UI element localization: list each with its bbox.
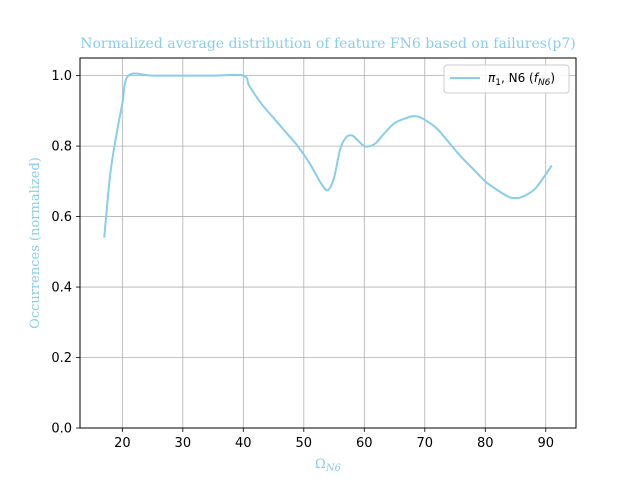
y-axis-ticks: 0.0 0.2 0.4 0.6 0.8 1.0 xyxy=(51,69,80,437)
legend-mid: , N6 ( xyxy=(501,71,534,85)
x-axis-label-main: Ω xyxy=(315,457,326,472)
y-axis-label: Occurrences (normalized) xyxy=(28,157,43,329)
legend: π1, N6 (fN6) xyxy=(443,64,570,94)
x-axis-label-sub: N6 xyxy=(325,463,342,474)
x-tick-label: 30 xyxy=(175,436,192,451)
y-tick-label: 1.0 xyxy=(51,69,72,84)
y-tick-label: 0.4 xyxy=(51,281,72,296)
chart-title: Normalized average distribution of featu… xyxy=(80,36,576,52)
legend-end: ) xyxy=(550,71,555,85)
y-tick-label: 0.8 xyxy=(51,140,72,155)
x-axis-ticks: 20 30 40 50 60 70 80 90 xyxy=(114,428,554,451)
x-tick-label: 80 xyxy=(477,436,494,451)
x-tick-label: 60 xyxy=(356,436,373,451)
x-tick-label: 70 xyxy=(417,436,434,451)
legend-pi: π xyxy=(488,71,496,85)
x-tick-label: 20 xyxy=(114,436,131,451)
plot-frame xyxy=(79,57,577,429)
legend-f: f xyxy=(534,71,540,85)
legend-box xyxy=(443,64,570,94)
x-tick-label: 90 xyxy=(537,436,554,451)
series-layer xyxy=(103,72,553,238)
y-tick-label: 0.2 xyxy=(51,351,72,366)
grid xyxy=(80,58,576,429)
legend-pi-sub: 1 xyxy=(495,78,501,88)
y-tick-label: 0.0 xyxy=(51,422,72,437)
legend-f-sub: N6 xyxy=(538,78,551,88)
x-tick-label: 40 xyxy=(235,436,252,451)
x-tick-label: 50 xyxy=(296,436,313,451)
legend-entry: π1, N6 (fN6) xyxy=(488,71,555,88)
x-axis-label: ΩN6 xyxy=(315,457,342,474)
series-line-0 xyxy=(103,72,553,238)
y-tick-label: 0.6 xyxy=(51,210,72,225)
